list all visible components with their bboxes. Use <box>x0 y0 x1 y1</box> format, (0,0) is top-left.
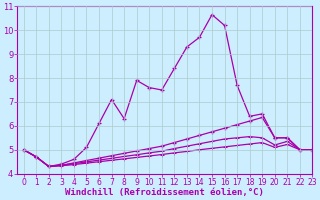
X-axis label: Windchill (Refroidissement éolien,°C): Windchill (Refroidissement éolien,°C) <box>66 188 264 197</box>
